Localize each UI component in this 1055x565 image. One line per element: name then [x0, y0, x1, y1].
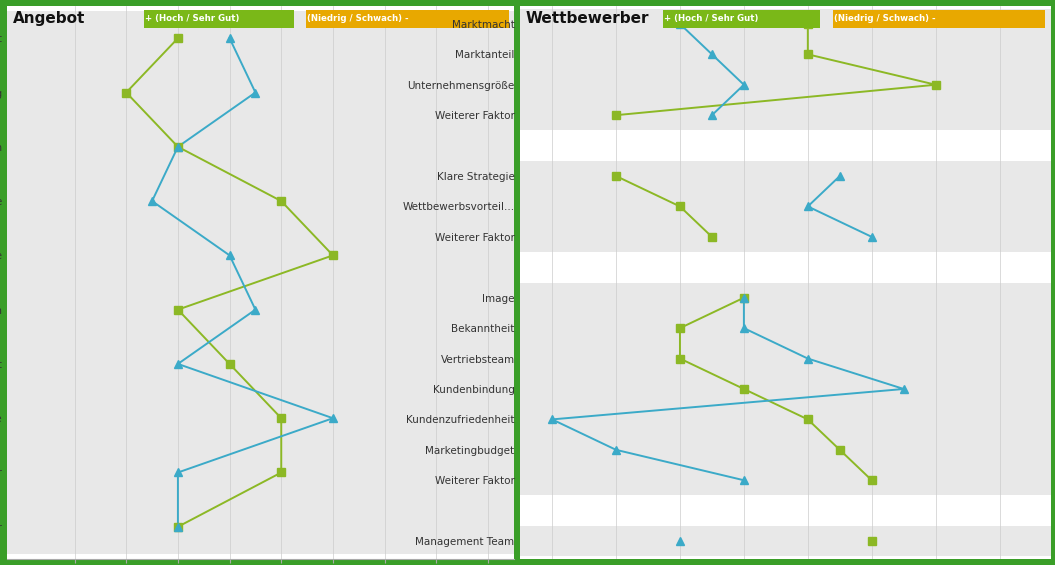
Bar — [520, 404, 1051, 434]
FancyBboxPatch shape — [306, 10, 509, 28]
Bar — [7, 174, 514, 228]
Bar — [520, 100, 1051, 131]
Text: Wettbewerber: Wettbewerber — [525, 11, 649, 26]
Text: (Niedrig / Schwach) -: (Niedrig / Schwach) - — [307, 14, 408, 23]
Bar — [520, 344, 1051, 374]
Bar — [520, 252, 1051, 282]
Bar — [520, 313, 1051, 344]
Bar — [7, 337, 514, 391]
Bar — [520, 191, 1051, 221]
Bar — [520, 69, 1051, 100]
Text: + (Hoch / Sehr Gut): + (Hoch / Sehr Gut) — [665, 14, 759, 23]
Bar — [520, 221, 1051, 252]
Bar — [520, 496, 1051, 526]
Bar — [7, 228, 514, 282]
FancyBboxPatch shape — [664, 10, 820, 28]
Text: + (Hoch / Sehr Gut): + (Hoch / Sehr Gut) — [146, 14, 239, 23]
FancyBboxPatch shape — [833, 10, 1046, 28]
Bar — [520, 8, 1051, 39]
Text: Angebot: Angebot — [13, 11, 84, 26]
Bar — [520, 161, 1051, 191]
Bar — [520, 282, 1051, 313]
Bar — [520, 131, 1051, 161]
Bar — [7, 66, 514, 120]
Bar — [7, 120, 514, 174]
Bar — [520, 434, 1051, 465]
Bar — [7, 391, 514, 445]
Text: (Niedrig / Schwach) -: (Niedrig / Schwach) - — [835, 14, 936, 23]
Bar — [520, 526, 1051, 557]
Bar — [520, 374, 1051, 404]
Bar — [520, 39, 1051, 69]
Bar — [520, 465, 1051, 496]
Bar — [7, 11, 514, 66]
FancyBboxPatch shape — [145, 10, 293, 28]
Bar — [7, 282, 514, 337]
Bar — [7, 445, 514, 499]
Bar — [7, 499, 514, 554]
